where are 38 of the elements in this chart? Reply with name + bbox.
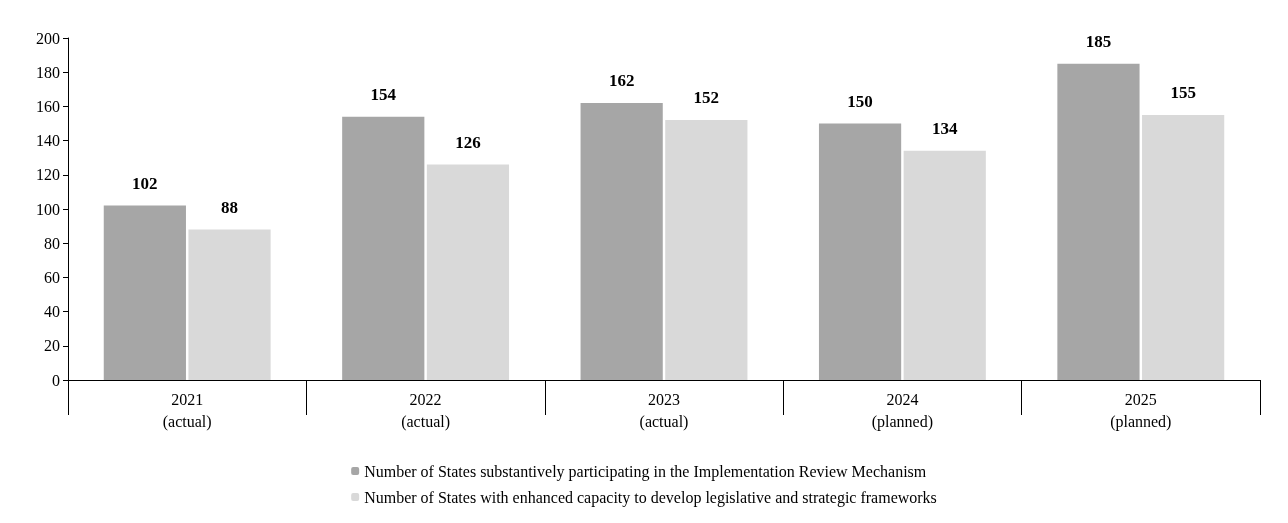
bar bbox=[188, 229, 271, 380]
bar bbox=[1142, 114, 1225, 380]
y-tick-label: 100 bbox=[36, 200, 60, 218]
y-tick-label: 180 bbox=[36, 63, 60, 81]
data-label: 88 bbox=[221, 197, 239, 217]
data-label: 102 bbox=[132, 173, 158, 193]
data-label: 154 bbox=[370, 84, 397, 104]
x-tick-label: 2024 (planned) bbox=[871, 390, 934, 431]
bar bbox=[342, 116, 425, 380]
bar bbox=[103, 205, 186, 380]
x-tick-label: 2023 (actual) bbox=[639, 390, 689, 431]
bar bbox=[580, 102, 663, 380]
data-label: 126 bbox=[455, 132, 481, 152]
y-tick-label: 20 bbox=[44, 337, 60, 355]
data-label: 150 bbox=[847, 91, 873, 111]
y-tick-label: 120 bbox=[36, 166, 60, 184]
y-tick-label: 140 bbox=[36, 132, 60, 150]
legend-label: Number of States substantively participating in the Implementation Review Mechanism bbox=[364, 462, 927, 481]
data-label: 134 bbox=[931, 118, 958, 138]
data-label: 152 bbox=[693, 88, 720, 108]
bar bbox=[818, 123, 902, 380]
data-label: 155 bbox=[1170, 82, 1196, 102]
legend-label: Number of States with enhanced capacity to develop legislative and strategic frameworks bbox=[364, 488, 937, 507]
y-tick-label: 160 bbox=[36, 97, 60, 115]
bar bbox=[903, 150, 986, 380]
data-label: 162 bbox=[608, 70, 635, 90]
y-tick-label: 80 bbox=[44, 234, 60, 252]
bar bbox=[665, 120, 748, 380]
y-tick-label: 200 bbox=[36, 29, 60, 47]
data-label: 185 bbox=[1085, 31, 1112, 51]
bar bbox=[426, 164, 510, 380]
bar bbox=[1057, 63, 1140, 380]
y-tick-label: 60 bbox=[44, 268, 60, 286]
y-tick-label: 0 bbox=[52, 371, 60, 389]
x-tick-label: 2021 (actual) bbox=[162, 390, 212, 431]
x-tick-label: 2025 (planned) bbox=[1110, 390, 1172, 431]
x-tick-label: 2022 (actual) bbox=[401, 390, 451, 431]
y-tick-label: 40 bbox=[44, 303, 60, 321]
